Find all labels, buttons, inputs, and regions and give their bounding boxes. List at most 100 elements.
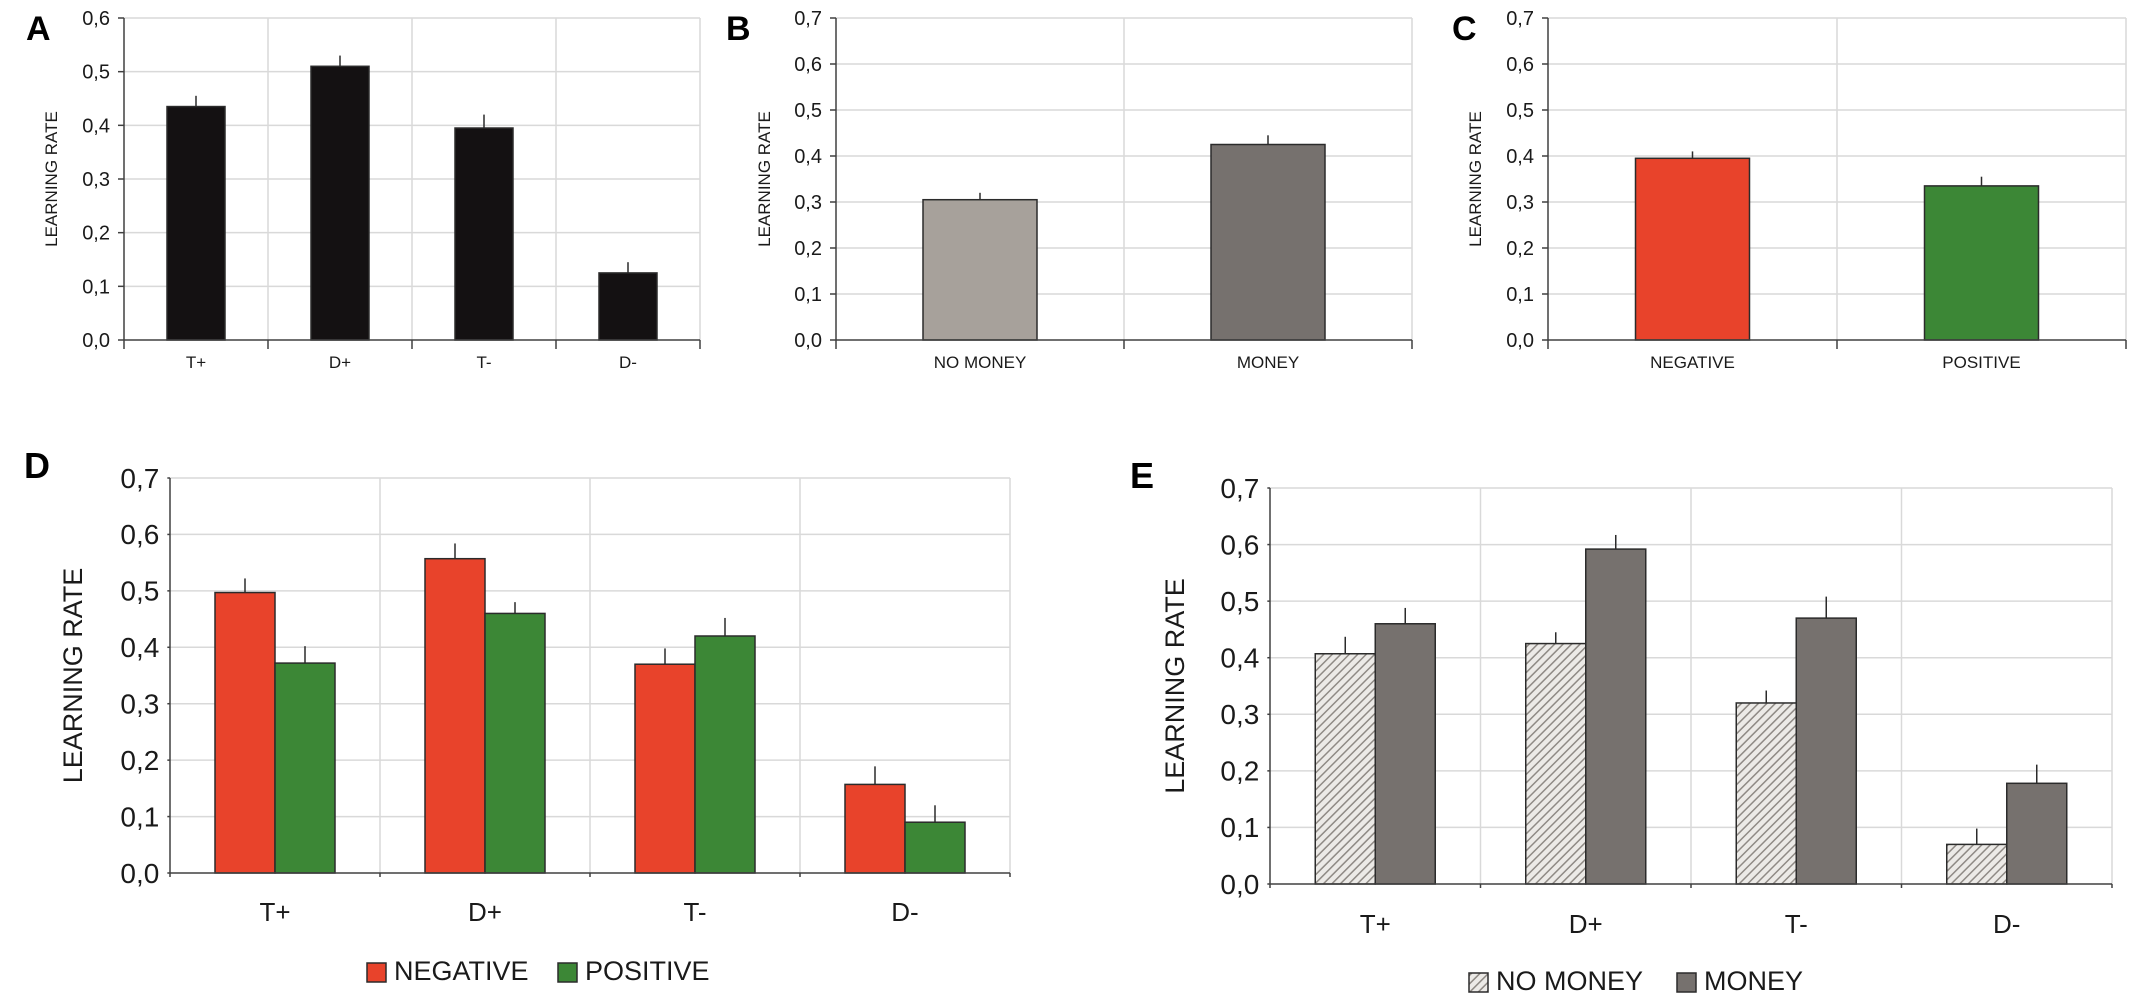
y-tick-label: 0,1 xyxy=(1220,812,1259,843)
bar xyxy=(424,557,486,874)
y-tick-label: 0,6 xyxy=(794,54,822,76)
legend-swatch xyxy=(366,962,387,983)
y-tick-label: 0,1 xyxy=(794,284,822,306)
bar xyxy=(310,65,370,341)
panel-letter: A xyxy=(26,10,51,48)
y-tick-label: 0,0 xyxy=(82,330,110,352)
x-tick-label: NEGATIVE xyxy=(1650,353,1735,372)
legend: NO MONEY MONEY xyxy=(1468,966,1803,996)
legend: NEGATIVE POSITIVE xyxy=(366,956,710,986)
x-tick-label: T+ xyxy=(1360,909,1391,939)
y-tick-label: 0,7 xyxy=(1220,473,1259,504)
bar xyxy=(1634,157,1751,341)
y-tick-label: 0,5 xyxy=(120,576,159,607)
legend-swatch xyxy=(557,962,578,983)
y-tick-label: 0,4 xyxy=(120,632,159,663)
y-tick-label: 0,7 xyxy=(1506,8,1534,30)
x-tick-label: D- xyxy=(1993,909,2020,939)
bar xyxy=(2006,782,2068,885)
y-tick-label: 0,2 xyxy=(82,223,110,245)
y-tick-label: 0,7 xyxy=(120,463,159,494)
bar xyxy=(634,663,696,874)
x-tick-label: NO MONEY xyxy=(934,353,1027,372)
bar xyxy=(454,127,514,341)
x-tick-label: T- xyxy=(1785,909,1808,939)
bar xyxy=(1374,623,1436,885)
legend-label: POSITIVE xyxy=(585,956,710,986)
bar xyxy=(166,105,226,341)
y-tick-label: 0,2 xyxy=(1506,238,1534,260)
bar xyxy=(1946,843,2008,885)
legend-label: MONEY xyxy=(1704,966,1803,996)
x-tick-label: D+ xyxy=(468,897,502,927)
panel-letter: B xyxy=(726,10,751,48)
y-tick-label: 0,5 xyxy=(82,62,110,84)
y-tick-label: 0,3 xyxy=(794,192,822,214)
y-tick-label: 0,1 xyxy=(82,276,110,298)
y-tick-label: 0,4 xyxy=(794,146,822,168)
x-tick-label: D- xyxy=(891,897,918,927)
legend-swatch xyxy=(1676,972,1697,993)
x-tick-label: MONEY xyxy=(1237,353,1299,372)
bar xyxy=(694,635,756,874)
y-tick-label: 0,5 xyxy=(1220,586,1259,617)
panel-letter: C xyxy=(1452,10,1477,48)
y-tick-label: 0,0 xyxy=(120,858,159,889)
bar xyxy=(484,612,546,874)
legend-label: NEGATIVE xyxy=(394,956,529,986)
y-tick-label: 0,4 xyxy=(82,115,110,137)
y-tick-label: 0,3 xyxy=(1220,699,1259,730)
y-tick-label: 0,3 xyxy=(120,689,159,720)
x-tick-label: T- xyxy=(683,897,706,927)
bar xyxy=(1795,617,1857,885)
panel-letter: D xyxy=(24,445,50,486)
y-tick-label: 0,1 xyxy=(1506,284,1534,306)
y-axis-title: LEARNING RATE xyxy=(58,568,88,784)
bar xyxy=(1210,143,1326,341)
y-tick-label: 0,5 xyxy=(1506,100,1534,122)
x-tick-label: POSITIVE xyxy=(1942,353,2020,372)
x-tick-label: T+ xyxy=(186,353,206,372)
y-axis-title: LEARNING RATE xyxy=(1466,111,1485,247)
y-tick-label: 0,0 xyxy=(1506,330,1534,352)
bar xyxy=(922,198,1038,341)
y-axis-title: LEARNING RATE xyxy=(755,111,774,247)
panel-b: B 0,0 0,1 0,2 0,3 0,4 0,5 0,6 0,7 NO MONEY MONEY LE… xyxy=(726,8,1413,372)
panel-letter: E xyxy=(1130,455,1154,496)
y-tick-label: 0,0 xyxy=(1220,869,1259,900)
y-axis-title: LEARNING RATE xyxy=(42,111,61,247)
y-tick-label: 0,6 xyxy=(1506,54,1534,76)
x-tick-label: T- xyxy=(476,353,491,372)
y-tick-label: 0,7 xyxy=(794,8,822,30)
y-axis-title: LEARNING RATE xyxy=(1160,578,1190,794)
y-tick-label: 0,4 xyxy=(1220,643,1259,674)
y-tick-label: 0,2 xyxy=(794,238,822,260)
y-tick-label: 0,2 xyxy=(1220,756,1259,787)
bar xyxy=(598,272,658,341)
y-tick-label: 0,2 xyxy=(120,745,159,776)
bar xyxy=(1314,653,1376,885)
y-tick-label: 0,5 xyxy=(794,100,822,122)
panel-c: C 0,0 0,1 0,2 0,3 0,4 0,5 0,6 0,7 NEGATIVE POSITIV… xyxy=(1452,8,2127,372)
y-tick-label: 0,6 xyxy=(1220,529,1259,560)
y-tick-label: 0,4 xyxy=(1506,146,1534,168)
legend-swatch xyxy=(1468,972,1489,993)
bar xyxy=(1735,702,1797,885)
x-tick-label: D+ xyxy=(1569,909,1603,939)
legend-label: NO MONEY xyxy=(1496,966,1643,996)
y-tick-label: 0,0 xyxy=(794,330,822,352)
bar xyxy=(1585,548,1647,885)
y-tick-label: 0,6 xyxy=(82,8,110,30)
x-tick-label: D- xyxy=(619,353,637,372)
y-tick-label: 0,3 xyxy=(82,169,110,191)
bar xyxy=(844,783,906,874)
y-tick-label: 0,3 xyxy=(1506,192,1534,214)
panel-a: A 0,0 0,1 0,2 0,3 0,4 0,5 0,6 T+ D+ T- D- LEARNING R… xyxy=(26,8,701,372)
bar xyxy=(904,821,966,874)
panel-e: E 0,0 0,1 0,2 0,3 0,4 0,5 0,6 0,7 T+ D+ T- D- LEARNIN… xyxy=(1130,455,2113,996)
bar xyxy=(1923,185,2040,341)
x-tick-label: D+ xyxy=(329,353,351,372)
panel-d: D 0,0 0,1 0,2 0,3 0,4 0,5 0,6 0,7 T+ D+ T- D- LEARNIN… xyxy=(24,445,1011,986)
bar xyxy=(214,591,276,874)
